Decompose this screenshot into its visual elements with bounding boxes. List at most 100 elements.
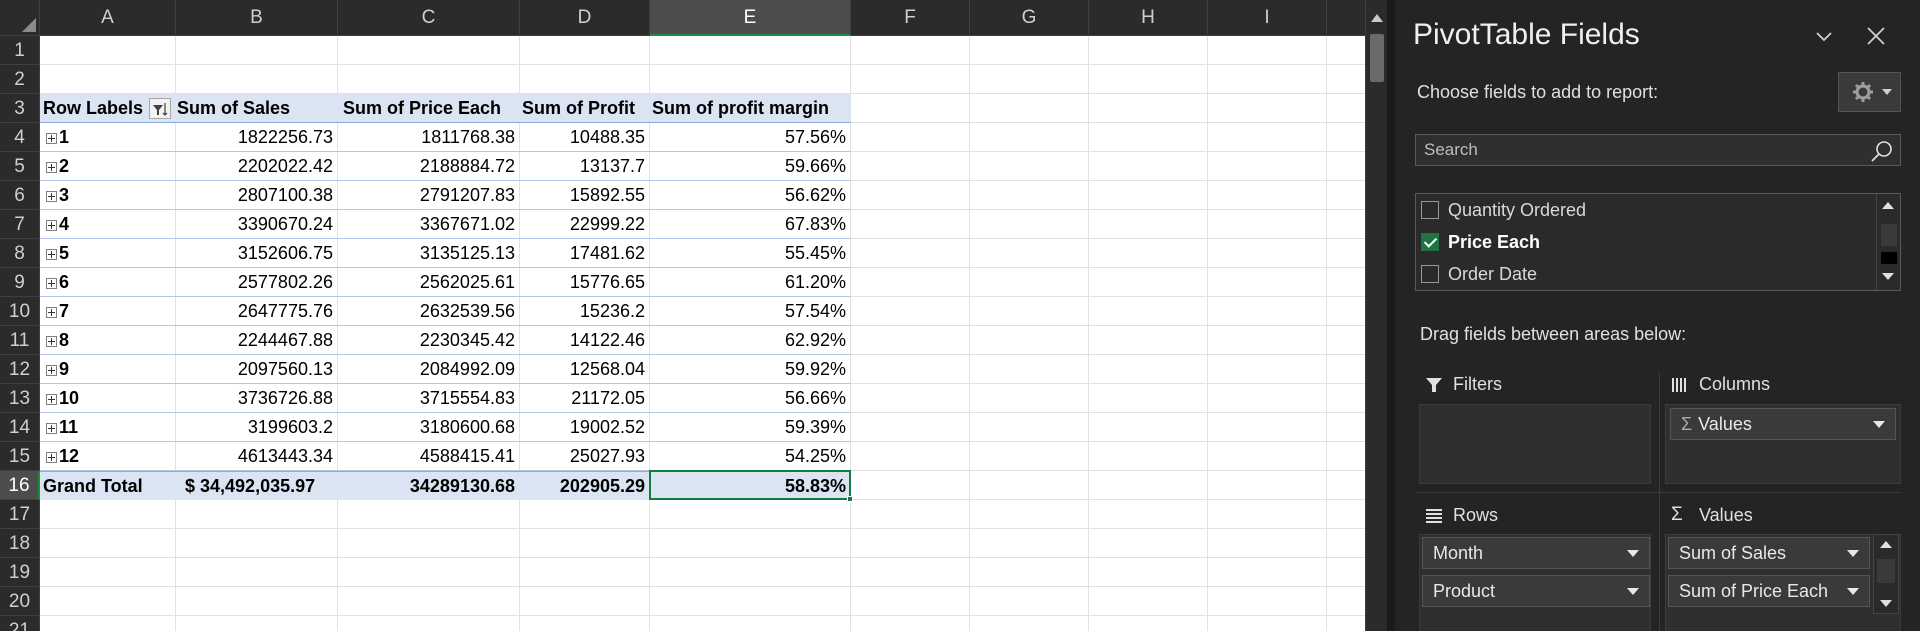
pivot-cell-profit-margin[interactable]: 57.54% [784,301,846,321]
rows-drop-area[interactable]: Month Product [1419,534,1651,631]
expand-plus-icon[interactable] [46,365,57,376]
pivot-cell-profit-margin[interactable]: 59.66% [784,156,846,176]
field-checkbox-checked[interactable] [1421,233,1439,251]
filter-sort-button[interactable] [149,98,171,119]
sum-of-profit-margin-header[interactable]: Sum of profit margin [652,98,829,118]
pivot-cell-profit-margin[interactable]: 54.25% [784,446,846,466]
sum-of-profit-header[interactable]: Sum of Profit [522,98,635,118]
pivot-cell-profit[interactable]: 14122.46 [569,330,645,350]
pivot-cell-row-label[interactable]: 11 [43,413,175,442]
expand-plus-icon[interactable] [46,249,57,260]
dropdown-caret-icon[interactable] [1627,550,1639,557]
row-header-14[interactable]: 14 [0,413,40,442]
field-order-date[interactable]: Order Date [1416,258,1876,290]
values-sum-of-price-each-pill[interactable]: Sum of Price Each [1668,575,1870,607]
pivot-cell-row-label[interactable]: 6 [43,268,175,297]
worksheet[interactable]: A B C D E F G H I 1 2 3 4 5 6 7 8 9 10 11 12 13 14 15 1… [0,0,1365,631]
scroll-thumb[interactable] [1877,559,1895,583]
row-header-21[interactable]: 21 [0,616,40,631]
expand-plus-icon[interactable] [46,307,57,318]
pivot-cell-profit-margin[interactable]: 67.83% [784,214,846,234]
pivot-cell-profit-margin[interactable]: 61.20% [784,272,846,292]
row-header-15[interactable]: 15 [0,442,40,471]
dropdown-caret-icon[interactable] [1627,588,1639,595]
row-header-20[interactable]: 20 [0,587,40,616]
expand-plus-icon[interactable] [46,162,57,173]
column-header-j[interactable] [1327,0,1365,36]
pivot-cell-price-each[interactable]: 2230345.42 [419,330,515,350]
column-header-b[interactable]: B [176,0,338,36]
pivot-cell-profit-margin[interactable]: 56.62% [784,185,846,205]
pivot-cell-profit[interactable]: 19002.52 [569,417,645,437]
dropdown-caret-icon[interactable] [1873,421,1885,428]
field-list-scrollbar[interactable] [1876,194,1900,290]
field-checkbox[interactable] [1421,265,1439,283]
pivot-cell-row-label[interactable]: 4 [43,210,175,239]
scroll-up-arrow-icon[interactable] [1371,14,1383,22]
pivot-cell-profit[interactable]: 10488.35 [569,127,645,147]
grand-total-price-each[interactable]: 34289130.68 [409,476,515,496]
expand-plus-icon[interactable] [46,423,57,434]
pivot-cell-row-label[interactable]: 8 [43,326,175,355]
pivot-cell-profit[interactable]: 15892.55 [569,185,645,205]
field-checkbox[interactable] [1421,201,1439,219]
filters-drop-area[interactable] [1419,404,1651,484]
pivot-cell-profit[interactable]: 15236.2 [579,301,645,321]
pivot-cell-row-label[interactable]: 5 [43,239,175,268]
tools-button[interactable] [1838,72,1901,112]
scroll-up-arrow-icon[interactable] [1880,541,1892,548]
grand-total-profit-margin[interactable]: 58.83% [784,476,846,496]
sum-of-price-each-header[interactable]: Sum of Price Each [343,98,502,118]
pivot-cell-profit[interactable]: 13137.7 [579,156,645,176]
row-header-1[interactable]: 1 [0,36,40,65]
pane-divider[interactable] [1387,0,1395,631]
pivot-cell-price-each[interactable]: 2084992.09 [419,359,515,379]
row-header-2[interactable]: 2 [0,65,40,94]
column-header-c[interactable]: C [338,0,520,36]
pivot-cell-row-label[interactable]: 12 [43,442,175,471]
sheet-vertical-scrollbar[interactable] [1365,0,1387,631]
search-input[interactable] [1416,135,1856,165]
row-header-6[interactable]: 6 [0,181,40,210]
scroll-thumb[interactable] [1881,224,1897,246]
values-scrollbar[interactable] [1873,534,1899,614]
column-header-i[interactable]: I [1208,0,1327,36]
row-header-10[interactable]: 10 [0,297,40,326]
pivot-cell-profit-margin[interactable]: 57.56% [784,127,846,147]
selected-cell-e16[interactable] [649,470,853,502]
pivot-cell-sales[interactable]: 3152606.75 [237,243,333,263]
pivot-cell-row-label[interactable]: 3 [43,181,175,210]
pivot-cell-profit-margin[interactable]: 62.92% [784,330,846,350]
expand-plus-icon[interactable] [46,452,57,463]
row-header-16[interactable]: 16 [0,471,40,500]
pivot-cell-profit[interactable]: 15776.65 [569,272,645,292]
cell-grid[interactable]: Row Labels Sum of Sales Sum of Price Eac… [40,36,1365,631]
row-header-11[interactable]: 11 [0,326,40,355]
pivot-cell-sales[interactable]: 2202022.42 [237,156,333,176]
pivot-cell-price-each[interactable]: 3135125.13 [419,243,515,263]
pivot-cell-price-each[interactable]: 2632539.56 [419,301,515,321]
grand-total-profit[interactable]: 202905.29 [559,476,645,496]
pivot-cell-price-each[interactable]: 2562025.61 [419,272,515,292]
select-all-corner[interactable] [0,0,40,36]
pivot-cell-profit[interactable]: 12568.04 [569,359,645,379]
pivot-cell-sales[interactable]: 3390670.24 [237,214,333,234]
expand-plus-icon[interactable] [46,278,57,289]
expand-plus-icon[interactable] [46,220,57,231]
pivot-cell-profit-margin[interactable]: 56.66% [784,388,846,408]
pivot-cell-sales[interactable]: 4613443.34 [237,446,333,466]
scroll-down-arrow-icon[interactable] [1880,600,1892,607]
values-drop-area[interactable]: Sum of Sales Sum of Price Each [1665,534,1901,631]
pivot-cell-price-each[interactable]: 4588415.41 [419,446,515,466]
pivot-cell-profit-margin[interactable]: 59.39% [784,417,846,437]
row-header-9[interactable]: 9 [0,268,40,297]
scroll-up-arrow-icon[interactable] [1882,202,1894,209]
pivot-cell-price-each[interactable]: 3367671.02 [419,214,515,234]
pivot-cell-price-each[interactable]: 2791207.83 [419,185,515,205]
row-header-17[interactable]: 17 [0,500,40,529]
pivot-cell-price-each[interactable]: 2188884.72 [419,156,515,176]
pivot-cell-row-label[interactable]: 1 [43,123,175,152]
expand-plus-icon[interactable] [46,336,57,347]
scroll-down-arrow-icon[interactable] [1882,273,1894,280]
row-header-19[interactable]: 19 [0,558,40,587]
